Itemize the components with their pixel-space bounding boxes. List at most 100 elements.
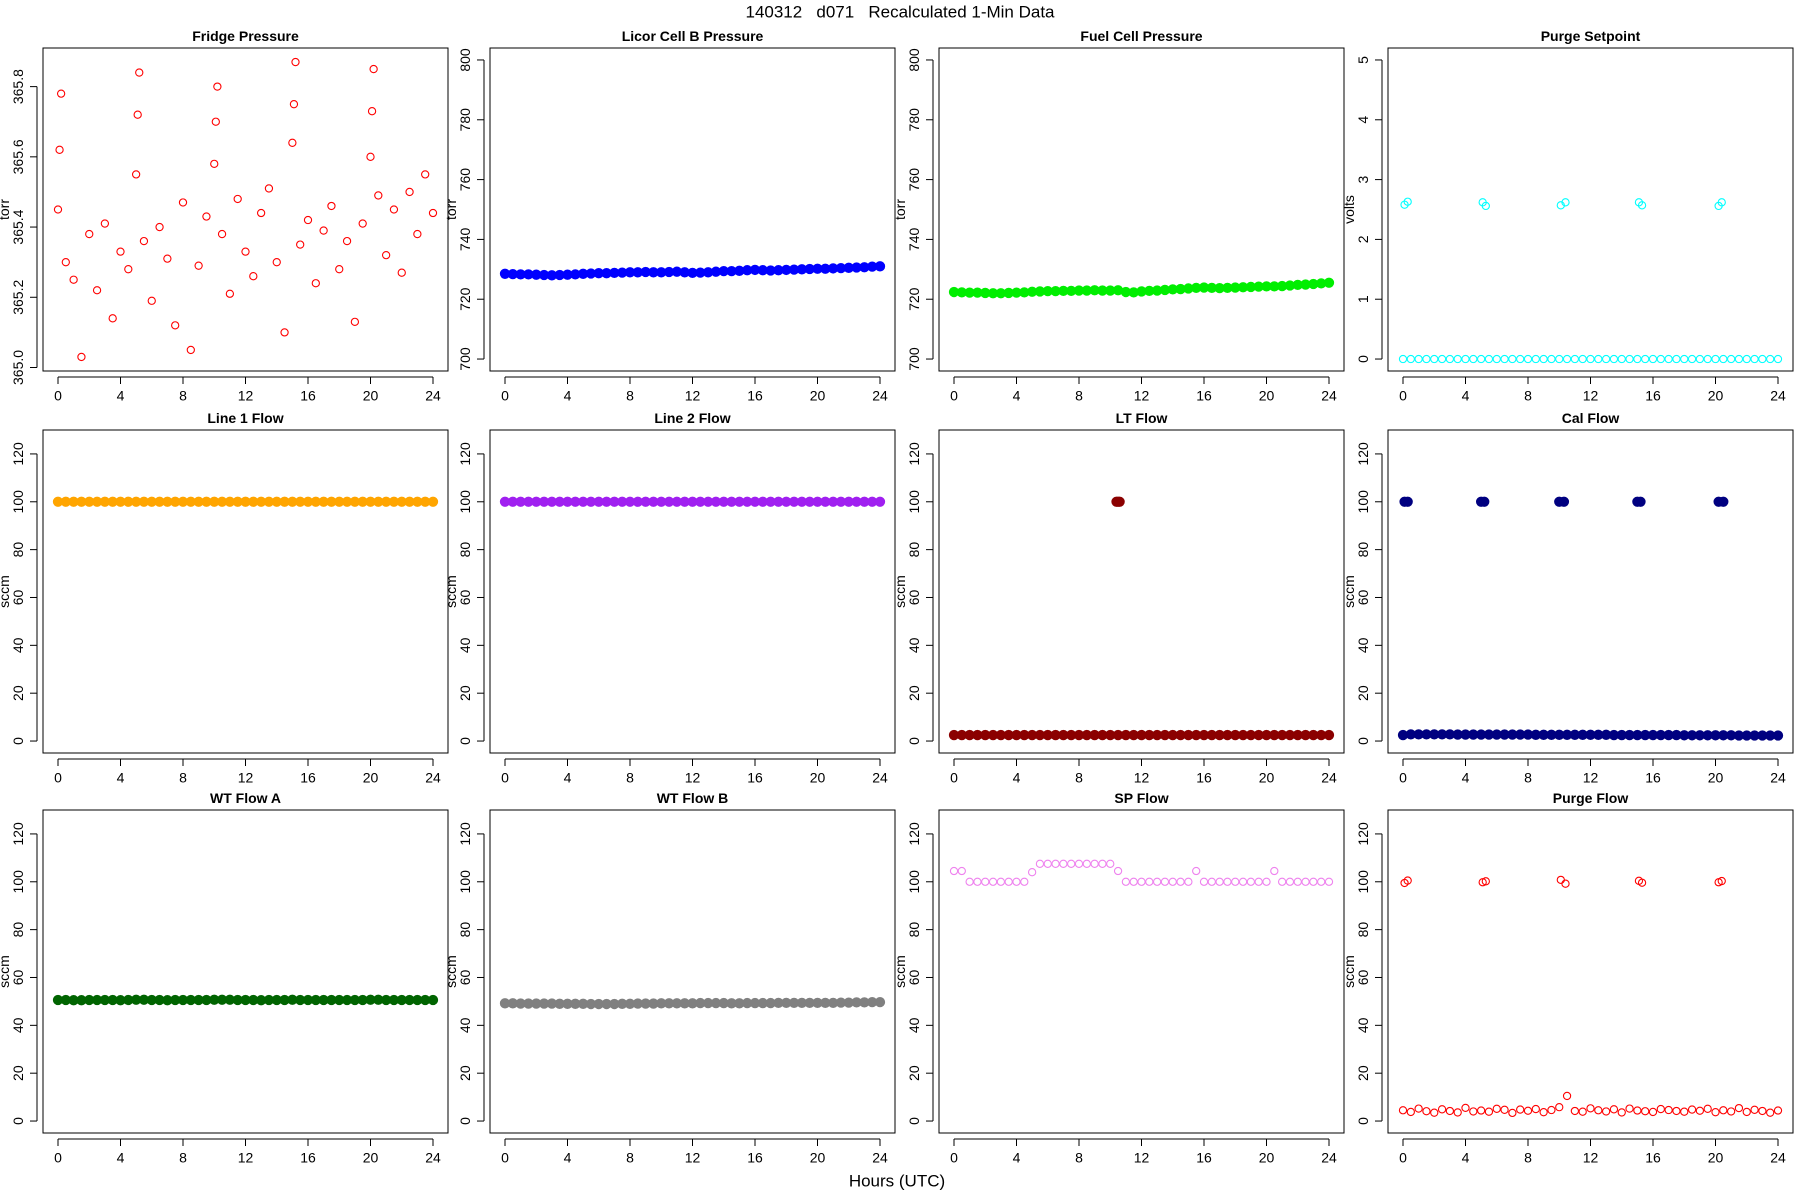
y-axis-label: sccm [1341, 575, 1357, 608]
data-point [1285, 877, 1295, 886]
data-point [1772, 730, 1784, 741]
data-point [1687, 1105, 1697, 1114]
x-tick-label: 16 [747, 388, 763, 404]
y-tick-label: 20 [457, 1065, 473, 1081]
data-point [1262, 877, 1271, 886]
y-tick-label: 40 [10, 637, 26, 653]
data-point [1766, 1108, 1775, 1117]
data-point [1422, 354, 1431, 364]
plot-frame [489, 809, 896, 1134]
data-point [1556, 875, 1565, 885]
data-point [1043, 859, 1052, 868]
x-tick-label: 0 [54, 1150, 62, 1166]
data-point [280, 328, 289, 337]
x-tick-label: 8 [1075, 770, 1083, 786]
points [948, 277, 1335, 299]
data-point [381, 250, 391, 260]
data-point [1430, 1108, 1439, 1117]
data-point [981, 877, 990, 886]
data-point [1238, 877, 1248, 886]
data-point [1555, 354, 1564, 364]
x-tick-label: 0 [950, 388, 958, 404]
panel-title: Purge Setpoint [1541, 28, 1641, 44]
data-point [55, 145, 64, 154]
x-tick-label: 20 [1259, 1150, 1275, 1166]
data-point [303, 215, 313, 225]
x-tick-label: 16 [300, 388, 316, 404]
points [53, 57, 438, 362]
y-tick-label: 100 [10, 870, 26, 894]
data-point [1726, 1107, 1736, 1116]
data-point [1223, 877, 1232, 886]
data-point [1719, 1106, 1728, 1115]
x-tick-label: 24 [1770, 388, 1786, 404]
y-axis-label: sccm [892, 955, 908, 988]
y-tick-label: 80 [906, 922, 922, 938]
panel-title: Cal Flow [1562, 410, 1620, 426]
data-point [241, 247, 250, 256]
y-tick-label: 120 [10, 822, 26, 846]
x-tick-label: 24 [1770, 1150, 1786, 1166]
y-tick-label: 0 [10, 737, 26, 745]
data-point [1601, 354, 1611, 364]
data-point [1656, 1104, 1665, 1114]
x-tick-label: 20 [810, 1150, 826, 1166]
y-axis-label: sccm [892, 575, 908, 608]
y-tick-label: 40 [457, 637, 473, 653]
data-point [1113, 866, 1123, 876]
data-point [1734, 354, 1744, 364]
y-tick-label: 720 [457, 287, 473, 311]
x-tick-label: 8 [1075, 388, 1083, 404]
x-tick-label: 12 [1583, 388, 1599, 404]
y-tick-label: 2 [1355, 235, 1371, 243]
data-point [1020, 877, 1029, 886]
data-point [1445, 354, 1455, 364]
y-axis-label: torr [0, 199, 12, 220]
data-point [124, 265, 133, 274]
data-point [1523, 1106, 1533, 1115]
data-point [77, 352, 86, 362]
data-point [272, 258, 281, 267]
data-point [1758, 354, 1767, 364]
data-point [1176, 877, 1185, 886]
x-tick-label: 8 [179, 388, 187, 404]
data-point [1074, 859, 1084, 868]
data-point [1561, 198, 1570, 207]
y-axis-label: torr [443, 199, 459, 220]
data-point [1578, 1107, 1587, 1116]
y-tick-label: 780 [457, 108, 473, 132]
y-tick-label: 20 [10, 1065, 26, 1081]
data-point [1758, 1106, 1767, 1116]
data-point [1547, 354, 1556, 364]
data-point [1445, 1106, 1455, 1116]
plot-frame [938, 809, 1345, 1134]
data-point [264, 184, 274, 193]
y-tick-label: 80 [10, 542, 26, 558]
y-tick-label: 0 [457, 1117, 473, 1125]
data-point [296, 240, 305, 249]
y-tick-label: 60 [1355, 589, 1371, 605]
data-point [1207, 877, 1216, 886]
data-point [1578, 354, 1587, 364]
plot-frame [938, 429, 1345, 754]
data-point [369, 64, 378, 74]
panel: WT Flow A sccm 0 4 8 12 16 20 24 0 20 40 60 80 100 120 [0, 790, 449, 1166]
x-tick-label: 4 [1013, 1150, 1021, 1166]
data-point [1114, 496, 1125, 507]
y-tick-label: 700 [457, 347, 473, 371]
x-tick-label: 20 [363, 770, 379, 786]
x-tick-label: 12 [238, 1150, 254, 1166]
data-point [1403, 876, 1412, 885]
x-tick-label: 24 [872, 1150, 888, 1166]
data-point [1561, 879, 1570, 888]
x-tick-label: 0 [501, 770, 509, 786]
data-point [1323, 277, 1335, 288]
data-point [249, 272, 258, 281]
y-tick-label: 60 [457, 969, 473, 985]
points [52, 496, 439, 507]
data-point [1672, 1106, 1681, 1116]
data-point [874, 496, 886, 507]
data-point [1051, 859, 1060, 868]
x-tick-label: 16 [1196, 770, 1212, 786]
